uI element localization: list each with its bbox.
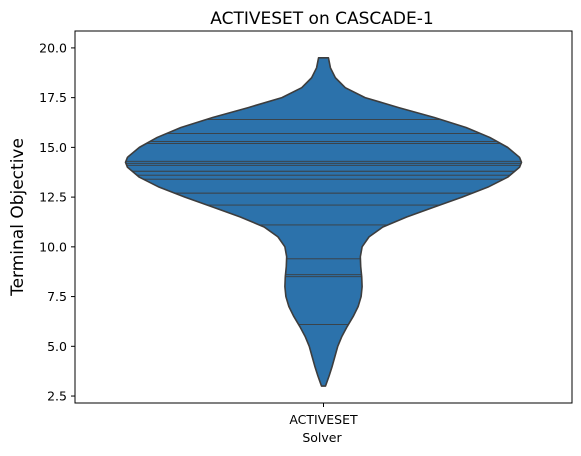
y-tick-label: 20.0 [39,40,67,55]
chart-title: ACTIVESET on CASCADE-1 [210,9,433,29]
y-tick-label: 15.0 [39,140,67,155]
y-axis: 2.5 5.0 7.5 10.0 12.5 15.0 17.5 20.0 [39,40,75,404]
y-tick-label: 12.5 [39,190,67,205]
x-axis: ACTIVESET [289,403,358,427]
y-tick-label: 2.5 [47,389,67,404]
x-tick-label: ACTIVESET [289,412,358,427]
x-axis-label: Solver [302,430,342,445]
y-tick-label: 10.0 [39,239,67,254]
y-tick-label: 7.5 [47,289,67,304]
y-axis-label: Terminal Objective [8,138,28,297]
violin-body [124,57,523,387]
y-tick-label: 5.0 [47,339,67,354]
observation-lines [125,119,522,325]
violin-layer [124,57,523,387]
y-tick-label: 17.5 [39,90,67,105]
